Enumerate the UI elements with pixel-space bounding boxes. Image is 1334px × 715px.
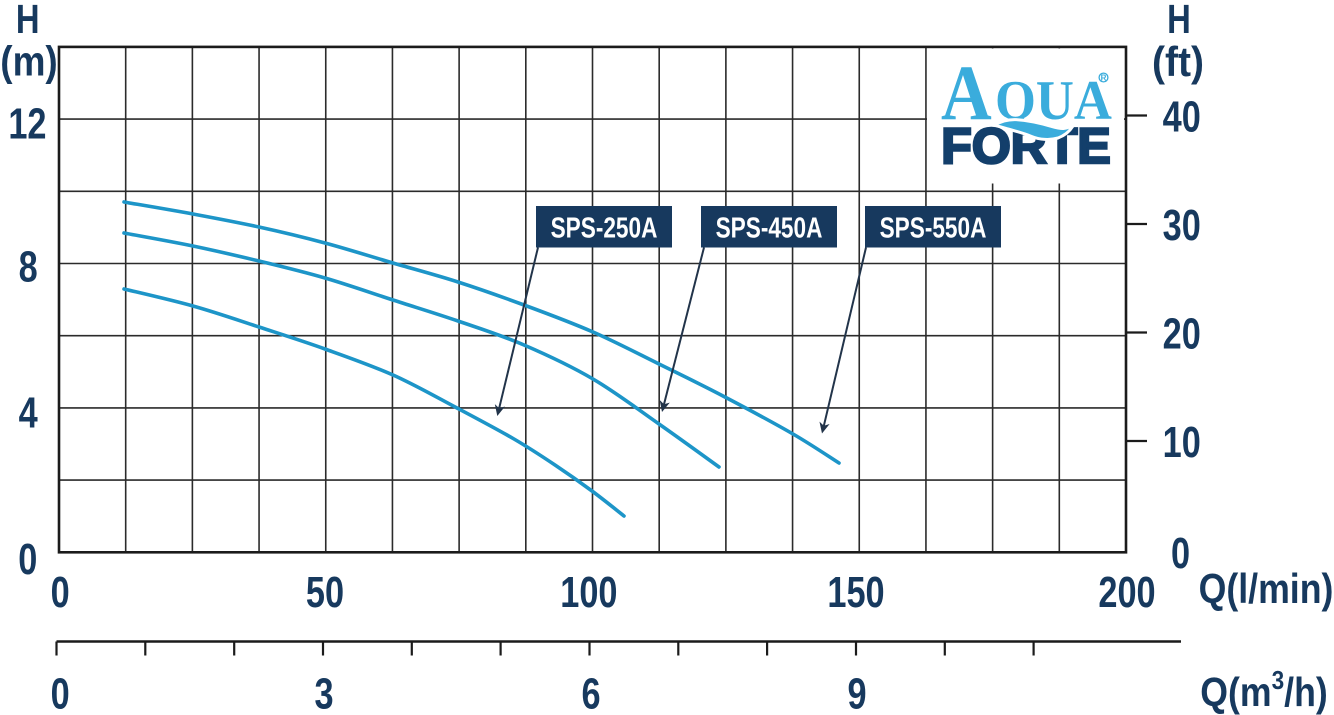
svg-text:4: 4: [19, 388, 38, 437]
svg-text:12: 12: [8, 99, 46, 148]
svg-text:Q(m3/h): Q(m3/h): [1200, 667, 1327, 715]
svg-text:0: 0: [18, 535, 37, 584]
svg-text:100: 100: [560, 568, 617, 617]
svg-text:0: 0: [51, 669, 70, 715]
svg-text:20: 20: [1163, 309, 1201, 358]
svg-text:9: 9: [847, 669, 866, 715]
svg-text:R: R: [1101, 73, 1107, 82]
svg-text:Q(l/min): Q(l/min): [1199, 566, 1334, 612]
svg-text:(ft): (ft): [1152, 38, 1204, 86]
svg-text:H: H: [1167, 0, 1191, 42]
svg-text:10: 10: [1163, 418, 1201, 467]
svg-text:A: A: [941, 51, 992, 137]
svg-text:3: 3: [314, 669, 333, 715]
svg-text:H: H: [16, 0, 40, 42]
svg-text:6: 6: [581, 669, 600, 715]
svg-text:SPS-250A: SPS-250A: [551, 211, 658, 244]
svg-text:8: 8: [19, 242, 38, 291]
svg-text:(m): (m): [0, 38, 57, 85]
svg-text:150: 150: [827, 568, 884, 617]
svg-text:50: 50: [306, 568, 344, 617]
svg-text:0: 0: [51, 568, 70, 617]
svg-text:40: 40: [1163, 92, 1201, 141]
svg-text:0: 0: [1171, 529, 1190, 578]
svg-text:200: 200: [1098, 568, 1155, 617]
svg-text:SPS-550A: SPS-550A: [880, 211, 987, 244]
svg-text:30: 30: [1163, 201, 1201, 250]
svg-text:SPS-450A: SPS-450A: [716, 211, 823, 244]
